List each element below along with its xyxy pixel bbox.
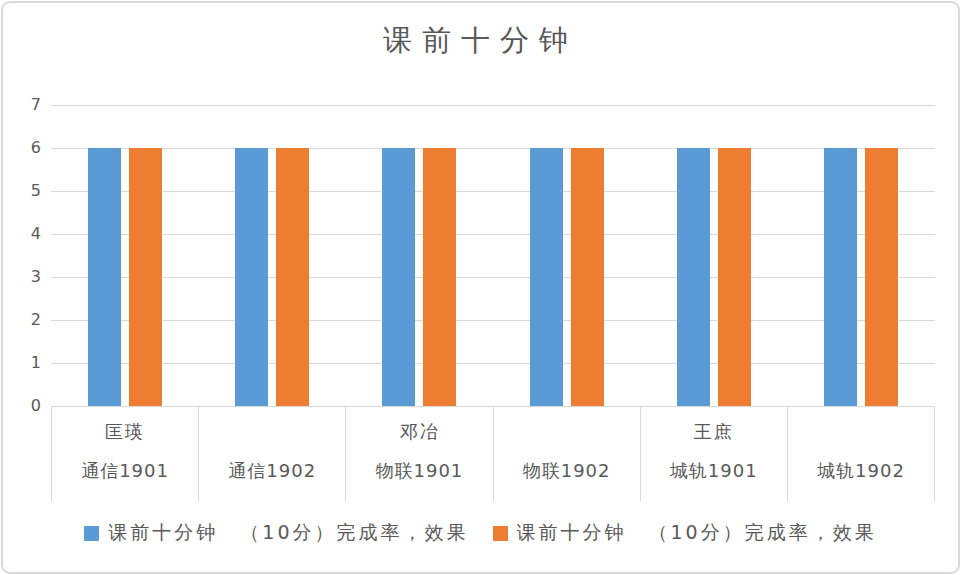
bar-series-2[interactable] xyxy=(865,148,898,406)
chart-frame: 课前十分钟 01234567 匡瑛通信1901通信1902邓冶物联1901物联1… xyxy=(1,1,960,574)
legend-swatch-icon xyxy=(493,526,508,541)
category-cell: 物联1902 xyxy=(494,407,641,501)
y-axis-tick-label: 0 xyxy=(3,396,41,416)
bar-group xyxy=(51,105,198,406)
bar-group xyxy=(493,105,640,406)
y-axis-tick-label: 3 xyxy=(3,267,41,287)
category-label: 物联1902 xyxy=(523,458,611,484)
category-cell: 王庶城轨1901 xyxy=(641,407,788,501)
category-label: 城轨1901 xyxy=(670,458,758,484)
bar-group xyxy=(346,105,493,406)
category-group-label: 匡瑛 xyxy=(105,420,145,444)
plot-area xyxy=(51,105,935,406)
bar-series-1[interactable] xyxy=(677,148,710,406)
y-axis-tick-label: 4 xyxy=(3,224,41,244)
bar-series-1[interactable] xyxy=(235,148,268,406)
bar-series-1[interactable] xyxy=(530,148,563,406)
legend-item-series-1[interactable]: 课前十分钟 （10分）完成率，效果 xyxy=(84,520,468,546)
legend: 课前十分钟 （10分）完成率，效果 课前十分钟 （10分）完成率，效果 xyxy=(3,520,958,546)
category-group-label: 王庶 xyxy=(694,420,734,444)
bar-series-2[interactable] xyxy=(423,148,456,406)
bar-series-2[interactable] xyxy=(129,148,162,406)
bar-series-1[interactable] xyxy=(382,148,415,406)
y-axis-tick-label: 7 xyxy=(3,95,41,115)
category-cell: 城轨1902 xyxy=(788,407,935,501)
bar-series-2[interactable] xyxy=(718,148,751,406)
bar-series-2[interactable] xyxy=(276,148,309,406)
legend-label: 课前十分钟 （10分）完成率，效果 xyxy=(517,520,877,546)
bar-series-1[interactable] xyxy=(824,148,857,406)
bar-series-1[interactable] xyxy=(88,148,121,406)
category-label: 通信1902 xyxy=(228,458,316,484)
chart-screenshot: { "accent_colors": { "series1_blue": "#5… xyxy=(0,0,961,575)
y-axis-tick-label: 1 xyxy=(3,353,41,373)
legend-item-series-2[interactable]: 课前十分钟 （10分）完成率，效果 xyxy=(493,520,877,546)
bar-groups xyxy=(51,105,935,406)
category-group-label: 邓冶 xyxy=(399,420,439,444)
bar-group xyxy=(788,105,935,406)
category-cell: 匡瑛通信1901 xyxy=(51,407,199,501)
category-cell: 通信1902 xyxy=(199,407,346,501)
y-axis-tick-label: 6 xyxy=(3,138,41,158)
category-axis: 匡瑛通信1901通信1902邓冶物联1901物联1902王庶城轨1901城轨19… xyxy=(51,406,935,501)
category-cell: 邓冶物联1901 xyxy=(346,407,493,501)
category-label: 通信1901 xyxy=(81,458,169,484)
chart-title[interactable]: 课前十分钟 xyxy=(3,23,958,57)
y-axis-tick-label: 5 xyxy=(3,181,41,201)
legend-swatch-icon xyxy=(84,526,99,541)
y-axis-tick-label: 2 xyxy=(3,310,41,330)
bar-group xyxy=(198,105,345,406)
legend-label: 课前十分钟 （10分）完成率，效果 xyxy=(108,520,468,546)
bar-series-2[interactable] xyxy=(571,148,604,406)
bar-group xyxy=(640,105,787,406)
category-label: 物联1901 xyxy=(376,458,464,484)
category-label: 城轨1902 xyxy=(817,458,905,484)
